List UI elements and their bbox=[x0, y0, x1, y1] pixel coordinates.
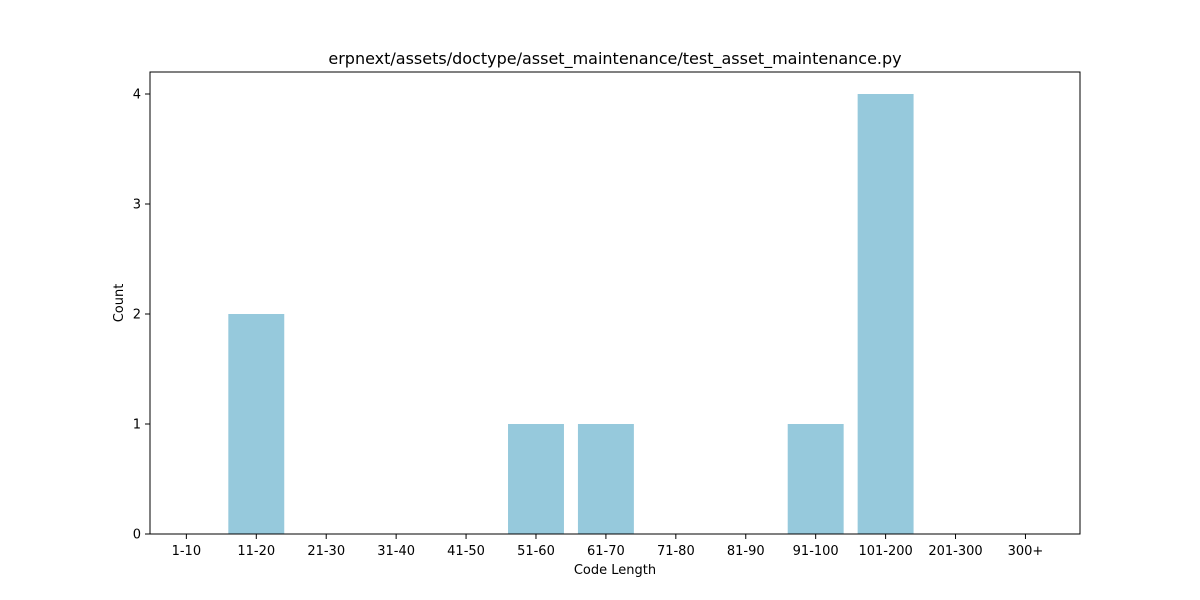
bar-11-20 bbox=[228, 314, 285, 534]
x-tick-label: 31-40 bbox=[377, 544, 415, 559]
x-tick-label: 61-70 bbox=[587, 544, 625, 559]
bars-group bbox=[228, 94, 914, 534]
y-tick-label: 4 bbox=[133, 88, 141, 103]
y-tick-label: 1 bbox=[133, 418, 141, 433]
x-tick-label: 41-50 bbox=[447, 544, 485, 559]
bar-91-100 bbox=[787, 424, 844, 534]
bar-101-200 bbox=[857, 94, 914, 534]
x-tick-label: 91-100 bbox=[793, 544, 839, 559]
x-tick-label: 51-60 bbox=[517, 544, 555, 559]
x-tick-label: 21-30 bbox=[307, 544, 345, 559]
x-tick-label: 201-300 bbox=[928, 544, 982, 559]
x-tick-label: 101-200 bbox=[858, 544, 912, 559]
plot-frame bbox=[149, 71, 1081, 535]
y-axis-label: Count bbox=[112, 284, 127, 323]
y-tick-label: 2 bbox=[133, 308, 141, 323]
x-tick-label: 1-10 bbox=[172, 544, 202, 559]
y-tick-label: 0 bbox=[133, 528, 141, 543]
bar-51-60 bbox=[508, 424, 564, 534]
x-tick-label: 11-20 bbox=[237, 544, 275, 559]
x-axis-label: Code Length bbox=[574, 563, 656, 578]
x-tick-label: 300+ bbox=[1008, 544, 1044, 559]
chart-title: erpnext/assets/doctype/asset_maintenance… bbox=[328, 49, 901, 69]
y-tick-label: 3 bbox=[133, 198, 141, 213]
x-tick-label: 81-90 bbox=[727, 544, 765, 559]
x-tick-label: 71-80 bbox=[657, 544, 695, 559]
x-axis-ticks: 1-10 11-20 21-30 31-40 41-50 51-60 61-70 71-80 8… bbox=[172, 534, 1044, 559]
bar-61-70 bbox=[577, 424, 634, 534]
y-axis-ticks: 0 1 2 3 4 bbox=[133, 88, 150, 543]
